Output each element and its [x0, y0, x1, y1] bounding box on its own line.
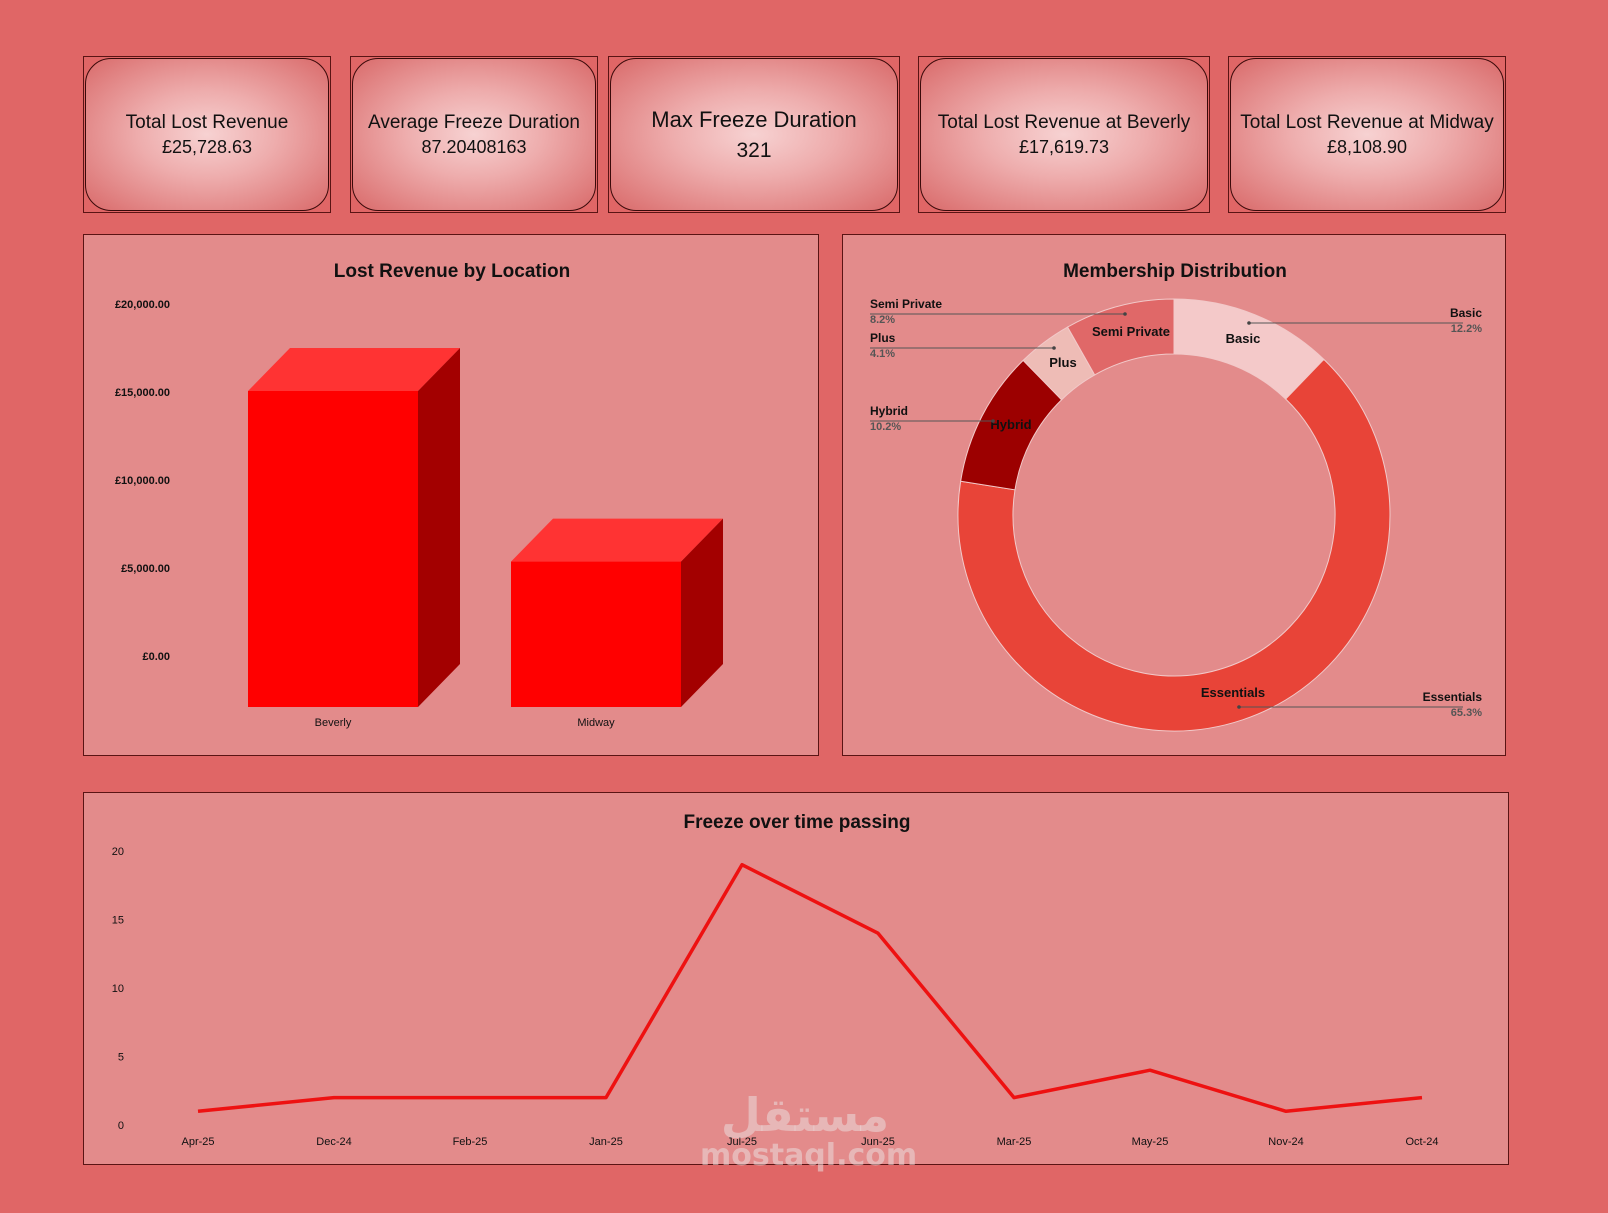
kpi-total-lost-revenue: Total Lost Revenue £25,728.63	[83, 56, 331, 213]
y-tick-label: 0	[118, 1120, 124, 1132]
bar-front-face	[511, 561, 681, 707]
kpi-card: Max Freeze Duration 321	[610, 58, 898, 211]
x-tick-label: Jul-25	[727, 1136, 757, 1148]
legend-name: Basic	[1450, 306, 1482, 320]
kpi-value: £17,619.73	[1018, 136, 1110, 157]
watermark-logo: مستقل mostaql.com	[700, 1088, 918, 1173]
x-tick-label: Midway	[577, 717, 615, 729]
bar-top-face	[248, 348, 460, 391]
leader-dot	[991, 419, 995, 423]
legend-name: Essentials	[1423, 690, 1483, 704]
chart-title: Membership Distribution	[1063, 261, 1287, 282]
slice-label: Semi Private	[1092, 324, 1170, 339]
kpi-lost-revenue-midway: Total Lost Revenue at Midway £8,108.90	[1228, 56, 1506, 213]
slice-label: Hybrid	[990, 417, 1031, 432]
y-tick-label: 10	[112, 983, 124, 995]
bar-front-face	[248, 391, 418, 707]
membership-distribution-chart: Membership Distribution Basic Basic 12.2% E…	[842, 234, 1506, 756]
kpi-max-freeze-duration: Max Freeze Duration 321	[608, 56, 900, 213]
x-tick-label: Jan-25	[589, 1136, 623, 1148]
bar-side-face	[418, 348, 460, 707]
x-tick-label: Feb-25	[453, 1136, 488, 1148]
chart-title: Lost Revenue by Location	[334, 261, 570, 282]
y-tick-label: £0.00	[142, 651, 170, 663]
leader-dot	[1237, 705, 1241, 709]
y-tick-label: 20	[112, 846, 124, 858]
kpi-title: Max Freeze Duration	[651, 106, 857, 132]
lost-revenue-by-location-chart: Lost Revenue by Location £20,000.00 £15,0…	[83, 234, 819, 756]
bar-side-face	[681, 518, 723, 707]
donut-chart-svg: Membership Distribution Basic Basic 12.2% E…	[870, 261, 1483, 732]
bar-beverly	[248, 348, 460, 707]
x-tick-label: Jun-25	[861, 1136, 895, 1148]
y-tick-label: £15,000.00	[115, 387, 170, 399]
kpi-title: Total Lost Revenue at Beverly	[937, 111, 1191, 133]
line-chart-svg: Freeze over time passing 20 15 10 5 0 Apr-25…	[112, 812, 1439, 1148]
kpi-value: £8,108.90	[1326, 136, 1408, 157]
kpi-card: Total Lost Revenue at Midway £8,108.90	[1230, 58, 1504, 211]
bar-chart-svg: Lost Revenue by Location £20,000.00 £15,0…	[115, 261, 723, 729]
freeze-over-time-chart: Freeze over time passing 20 15 10 5 0 Apr-25…	[83, 792, 1509, 1165]
leader-dot	[1052, 346, 1056, 350]
kpi-value: 321	[736, 138, 772, 162]
kpi-value: 87.20408163	[421, 136, 527, 157]
kpi-card: Average Freeze Duration 87.20408163	[352, 58, 596, 211]
kpi-title: Total Lost Revenue at Midway	[1240, 111, 1494, 133]
bar-midway	[511, 518, 723, 707]
legend-pct: 8.2%	[870, 314, 895, 326]
series-line	[197, 862, 1423, 1114]
x-tick-label: Beverly	[315, 717, 352, 729]
slice-label: Plus	[1049, 355, 1076, 370]
legend-pct: 10.2%	[870, 421, 901, 433]
x-tick-label: May-25	[1132, 1136, 1169, 1148]
legend-pct: 12.2%	[1451, 323, 1482, 335]
legend-pct: 4.1%	[870, 348, 895, 360]
kpi-title: Average Freeze Duration	[368, 111, 580, 133]
y-tick-label: £10,000.00	[115, 475, 170, 487]
kpi-card: Total Lost Revenue £25,728.63	[85, 58, 329, 211]
x-tick-label: Apr-25	[181, 1136, 214, 1148]
x-tick-label: Nov-24	[1268, 1136, 1303, 1148]
kpi-value: £25,728.63	[161, 136, 253, 157]
x-tick-label: Oct-24	[1405, 1136, 1438, 1148]
legend-name: Hybrid	[870, 404, 908, 418]
legend-name: Plus	[870, 331, 896, 345]
kpi-title: Total Lost Revenue	[125, 111, 289, 133]
bar-top-face	[511, 518, 723, 562]
slice-label: Essentials	[1201, 685, 1265, 700]
slice-label: Basic	[1226, 331, 1261, 346]
x-tick-label: Dec-24	[316, 1136, 351, 1148]
leader-dot	[1247, 321, 1251, 325]
y-tick-label: £20,000.00	[115, 299, 170, 311]
slice-essentials	[957, 358, 1391, 732]
y-tick-label: 15	[112, 915, 124, 927]
chart-title: Freeze over time passing	[683, 812, 910, 833]
kpi-card: Total Lost Revenue at Beverly £17,619.73	[920, 58, 1208, 211]
kpi-lost-revenue-beverly: Total Lost Revenue at Beverly £17,619.73	[918, 56, 1210, 213]
kpi-average-freeze-duration: Average Freeze Duration 87.20408163	[350, 56, 598, 213]
legend-pct: 65.3%	[1451, 707, 1482, 719]
y-tick-label: 5	[118, 1052, 124, 1064]
watermark-arabic: مستقل	[720, 1088, 890, 1142]
leader-dot	[1123, 312, 1127, 316]
legend-name: Semi Private	[870, 297, 942, 311]
y-tick-label: £5,000.00	[121, 563, 170, 575]
slice-semi-private	[1066, 298, 1175, 376]
watermark-latin: mostaql.com	[700, 1138, 918, 1173]
x-tick-label: Mar-25	[997, 1136, 1032, 1148]
